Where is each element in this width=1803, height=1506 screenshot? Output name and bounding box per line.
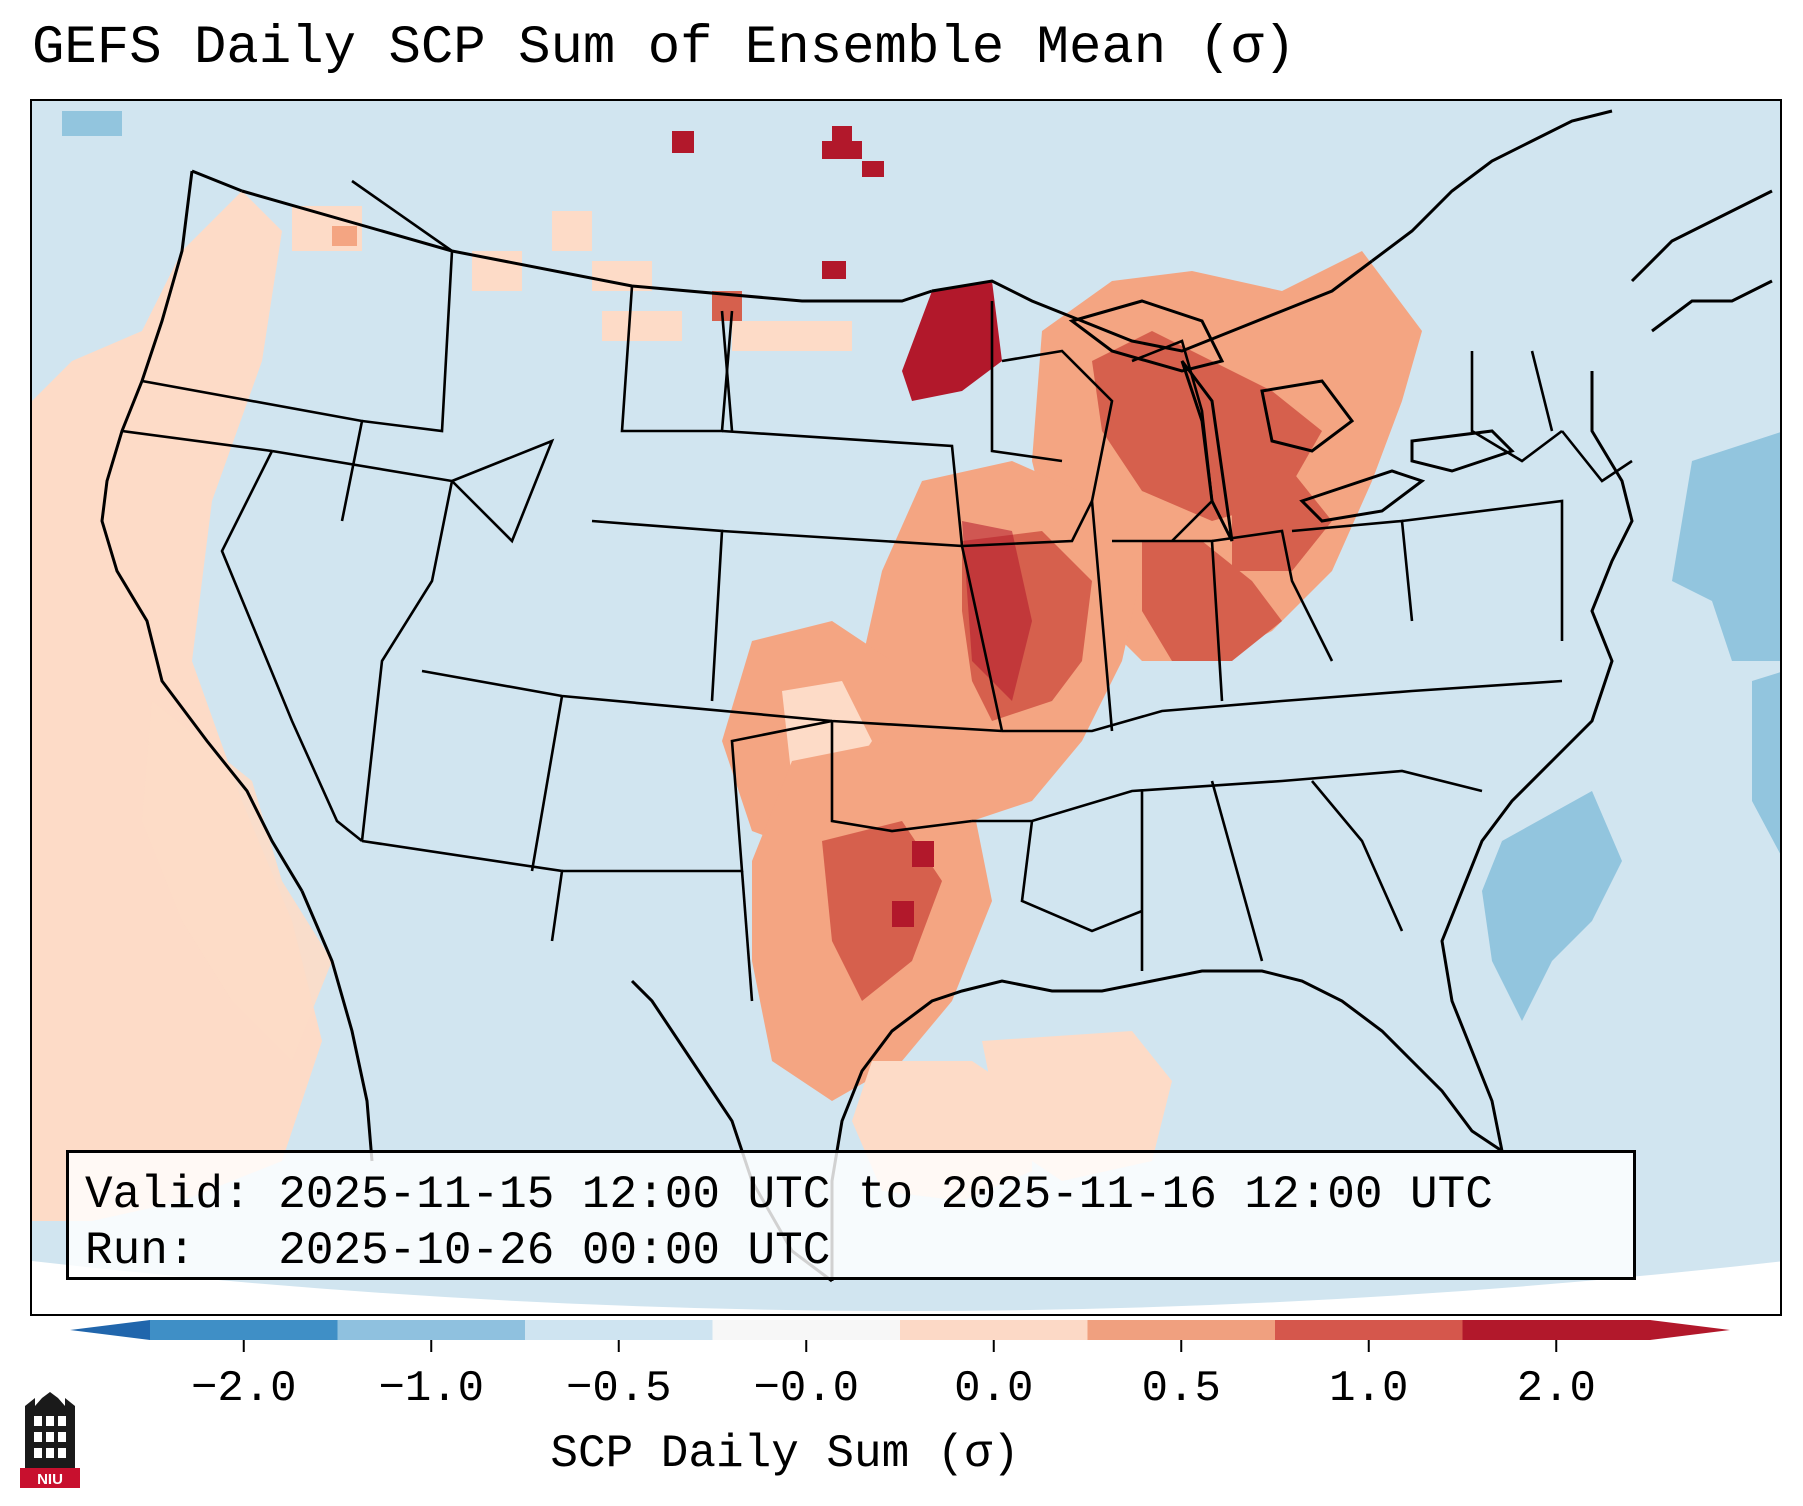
northern-pixels xyxy=(292,126,884,351)
colorbar-extend-high xyxy=(1650,1320,1730,1340)
valid-run-info-box: Valid: 2025-11-15 12:00 UTC to 2025-11-1… xyxy=(66,1150,1636,1280)
run-label: Run: xyxy=(85,1225,196,1277)
run-value: 2025-10-26 00:00 UTC xyxy=(278,1225,831,1277)
colorbar-segment xyxy=(900,1320,1088,1340)
colorbar-tick-label: 0.0 xyxy=(954,1364,1034,1414)
logo-text: NIU xyxy=(37,1471,63,1488)
colorbar-extend-low xyxy=(70,1320,150,1340)
colorbar-tick-label: 2.0 xyxy=(1516,1364,1596,1414)
colorbar-segment xyxy=(525,1320,713,1340)
state-borders xyxy=(121,179,1633,1002)
coastline-lines xyxy=(100,109,1773,1283)
colorbar-segment xyxy=(337,1320,526,1340)
colorbar-segment xyxy=(1462,1320,1651,1340)
colorbar-tick-label: 0.5 xyxy=(1141,1364,1221,1414)
colorbar-tick-label: 1.0 xyxy=(1329,1364,1409,1414)
valid-value: 2025-11-15 12:00 UTC to 2025-11-16 12:00… xyxy=(278,1169,1493,1221)
colorbar-tick-label: −1.0 xyxy=(378,1364,485,1414)
map-title: GEFS Daily SCP Sum of Ensemble Mean (σ) xyxy=(32,18,1296,79)
colorbar-segment xyxy=(150,1320,338,1340)
colorbar xyxy=(70,1320,1730,1352)
colorbar-tick-label: −2.0 xyxy=(190,1364,297,1414)
colorbar-label: SCP Daily Sum (σ) xyxy=(550,1428,1020,1480)
central-anomaly-field xyxy=(722,251,1422,1201)
niu-logo: NIU xyxy=(20,1392,80,1488)
atlantic-anomaly-field xyxy=(62,111,1780,1021)
great-lakes xyxy=(1068,299,1515,542)
colorbar-segment xyxy=(1087,1320,1276,1340)
scp-map xyxy=(32,101,1780,1311)
map-panel xyxy=(30,99,1782,1316)
colorbar-segment xyxy=(1275,1320,1463,1340)
colorbar-tick-label: −0.0 xyxy=(753,1364,860,1414)
valid-label: Valid: xyxy=(85,1169,251,1221)
colorbar-segment xyxy=(712,1320,901,1340)
colorbar-tick-label: −0.5 xyxy=(565,1364,672,1414)
pacific-anomaly-field xyxy=(32,191,332,1221)
